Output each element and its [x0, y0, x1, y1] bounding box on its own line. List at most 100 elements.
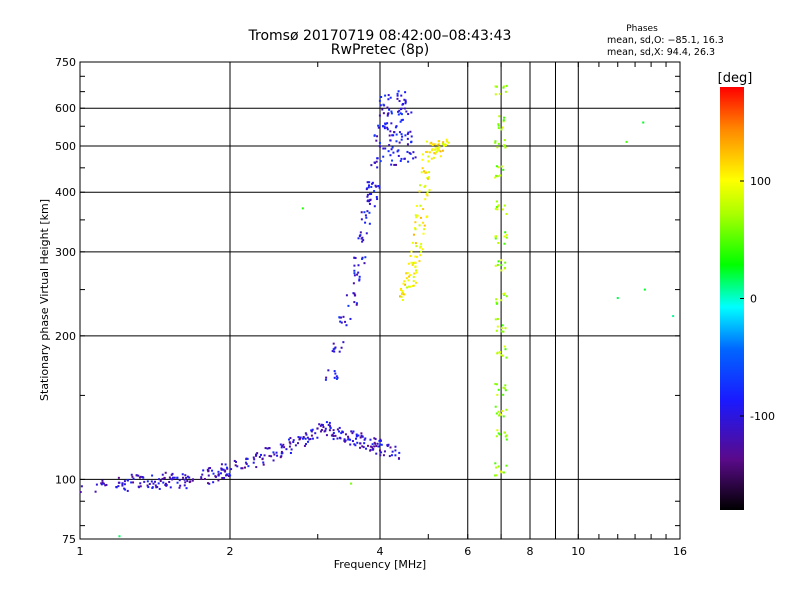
data-point: [497, 241, 500, 244]
x-tick-label: 2: [227, 545, 234, 558]
data-point: [505, 233, 508, 236]
x-tick-label: 10: [571, 545, 585, 558]
data-point: [126, 479, 129, 482]
data-point: [361, 240, 364, 243]
data-point: [164, 483, 167, 486]
data-point: [324, 378, 327, 381]
data-point: [373, 134, 376, 137]
data-point: [421, 167, 424, 170]
data-point: [184, 474, 187, 477]
data-point: [264, 447, 267, 450]
data-point: [420, 242, 423, 245]
data-point: [495, 200, 498, 203]
data-point: [430, 149, 433, 152]
data-point: [502, 415, 505, 418]
data-point: [371, 443, 374, 446]
data-point: [358, 278, 361, 281]
data-point: [356, 273, 359, 276]
data-point: [414, 255, 417, 258]
data-point: [357, 434, 360, 437]
data-point: [405, 272, 408, 275]
data-point: [268, 454, 271, 457]
data-point: [384, 147, 387, 150]
data-point: [256, 452, 259, 455]
data-point: [185, 487, 188, 490]
data-point: [342, 341, 345, 344]
data-point: [336, 437, 339, 440]
data-point: [347, 438, 350, 441]
data-point: [421, 153, 424, 156]
data-point: [283, 446, 286, 449]
data-point: [181, 473, 184, 476]
data-point: [343, 438, 346, 441]
data-point: [202, 469, 205, 472]
data-point: [379, 104, 382, 107]
data-point: [384, 123, 387, 126]
data-point: [227, 475, 230, 478]
data-point: [398, 109, 401, 112]
data-point: [397, 90, 400, 93]
data-point: [353, 272, 356, 275]
data-point: [364, 221, 367, 224]
data-point: [502, 330, 505, 333]
data-point: [176, 476, 179, 479]
data-point: [405, 110, 408, 113]
data-point: [117, 485, 120, 488]
data-point: [387, 150, 390, 153]
data-point: [497, 465, 500, 468]
data-point: [422, 221, 425, 224]
data-point: [496, 351, 499, 354]
data-point: [225, 473, 228, 476]
data-point: [412, 233, 415, 236]
data-point: [352, 282, 355, 285]
data-point: [378, 114, 381, 117]
data-point: [333, 370, 336, 373]
data-point: [207, 474, 210, 477]
data-point: [404, 99, 407, 102]
data-point: [363, 211, 366, 214]
data-point: [201, 473, 204, 476]
data-point: [332, 429, 335, 432]
data-point: [282, 443, 285, 446]
data-point: [503, 387, 506, 390]
data-point: [361, 445, 364, 448]
data-point: [373, 445, 376, 448]
data-point: [423, 224, 426, 227]
data-point: [318, 423, 321, 426]
data-point: [355, 437, 358, 440]
data-point: [419, 254, 422, 257]
data-point: [182, 476, 185, 479]
data-point: [496, 393, 499, 396]
data-point: [397, 154, 400, 157]
data-point: [161, 477, 164, 480]
data-point: [219, 472, 222, 475]
data-point: [332, 348, 335, 351]
data-point: [148, 482, 151, 485]
data-point: [305, 433, 308, 436]
data-point: [126, 489, 129, 492]
data-point: [288, 445, 291, 448]
data-point: [505, 434, 508, 437]
data-point: [168, 476, 171, 479]
data-point: [374, 438, 377, 441]
data-point: [503, 235, 506, 238]
data-point: [150, 480, 153, 483]
data-point: [241, 467, 244, 470]
data-point: [383, 127, 386, 130]
data-point: [320, 423, 323, 426]
data-point: [378, 439, 381, 442]
data-point: [258, 455, 261, 458]
data-point: [373, 161, 376, 164]
data-point: [335, 377, 338, 380]
data-point: [413, 272, 416, 275]
data-point: [402, 102, 405, 105]
data-point: [361, 256, 364, 259]
data-point: [319, 424, 322, 427]
data-point: [502, 85, 505, 88]
data-point: [101, 481, 104, 484]
data-point: [406, 143, 409, 146]
data-point: [412, 151, 415, 154]
data-point: [403, 107, 406, 110]
data-point: [397, 110, 400, 113]
data-point: [380, 443, 383, 446]
